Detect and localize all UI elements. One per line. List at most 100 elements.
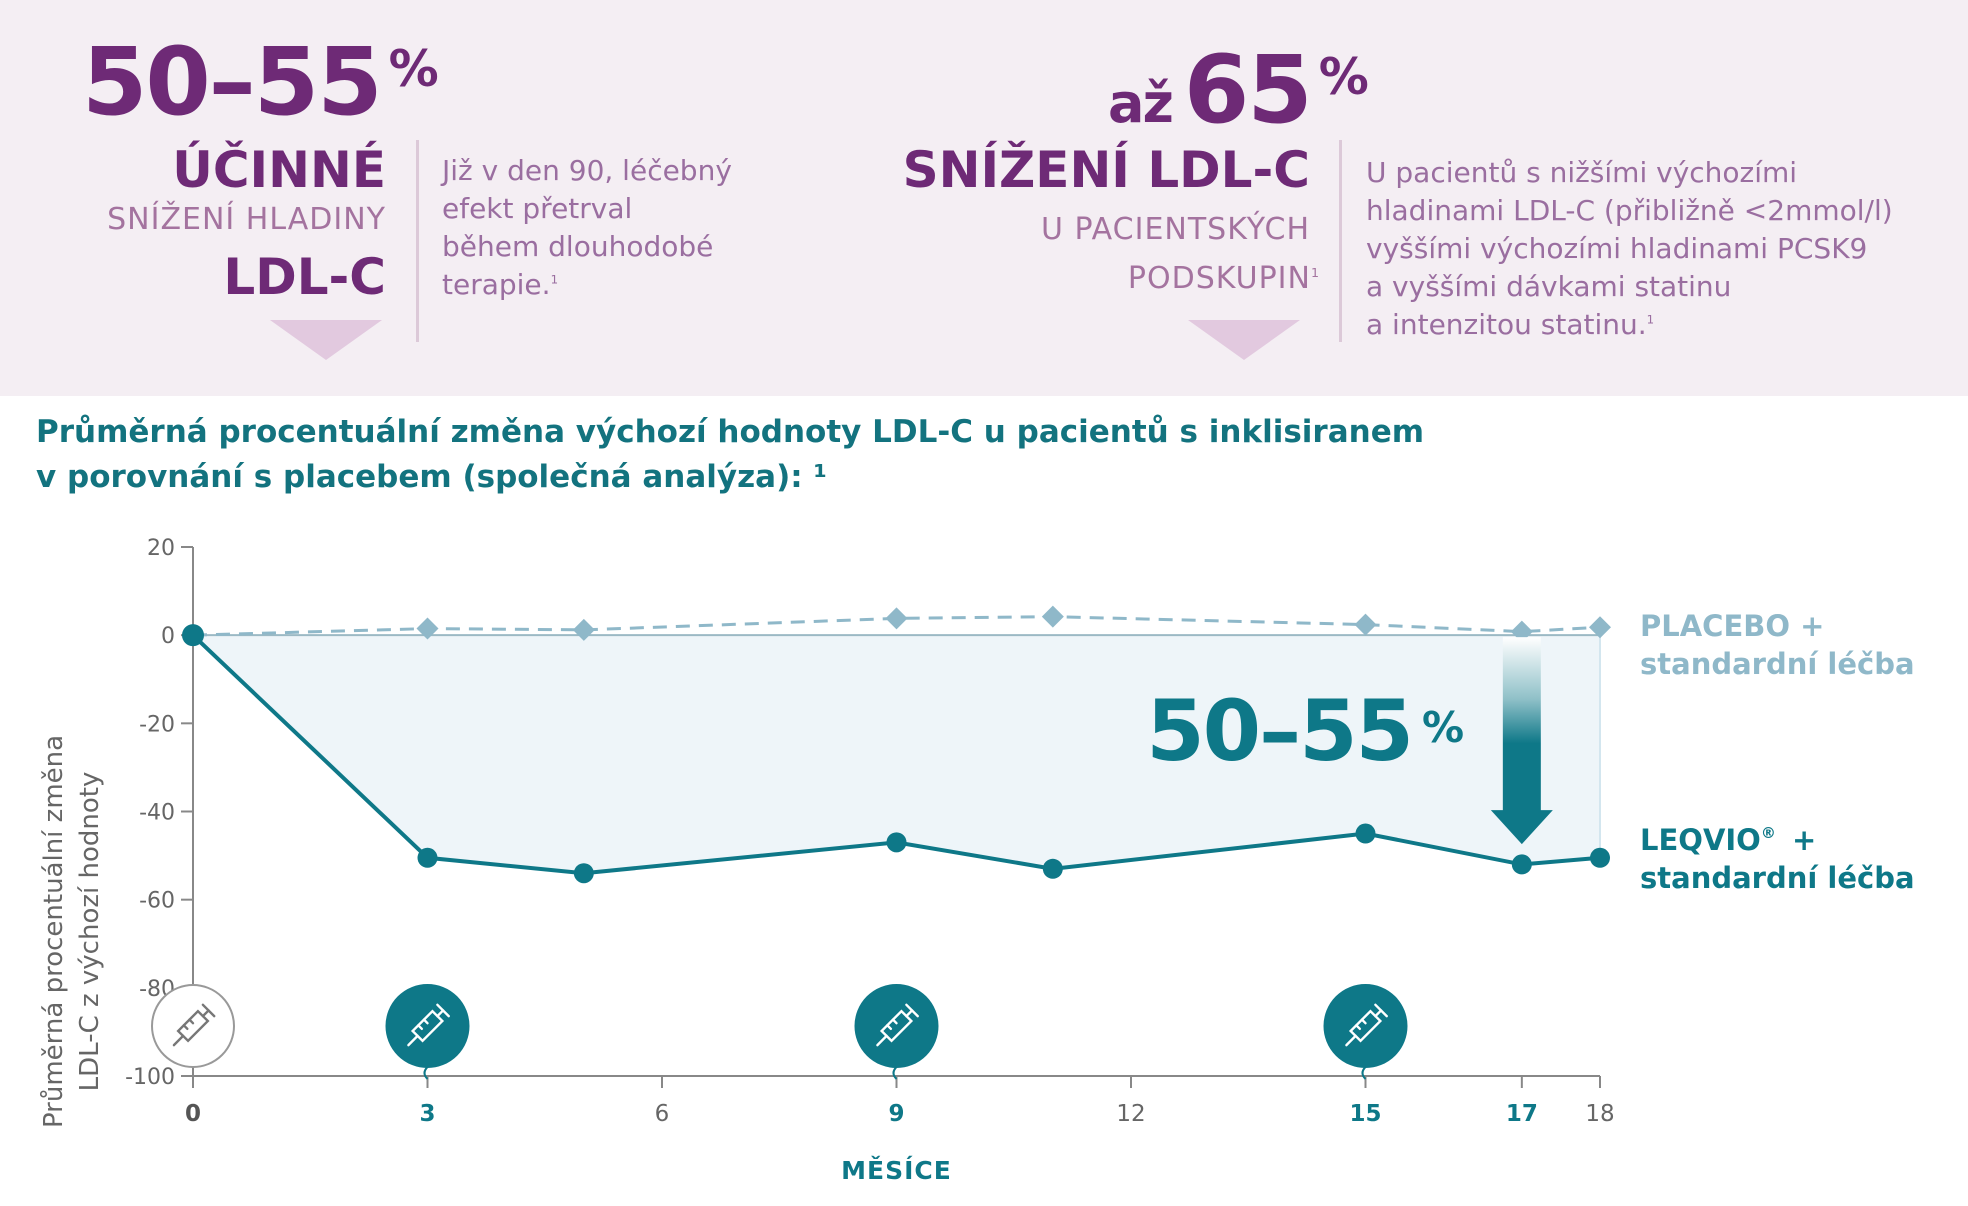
syringe-icon xyxy=(151,984,235,1068)
x-tick-label: 15 xyxy=(1349,1101,1381,1127)
difference-value: 50–55 xyxy=(1146,682,1412,780)
leqvio-point xyxy=(1355,823,1376,844)
difference-area xyxy=(193,635,1600,874)
stat-left-headline: ÚČINNÉ xyxy=(172,141,386,199)
dose-connector xyxy=(423,1066,429,1080)
syringe-badge xyxy=(1323,984,1408,1068)
placebo-point xyxy=(1589,616,1611,639)
chart-title: Průměrná procentuální změna výchozí hodn… xyxy=(36,414,1425,495)
divider-left xyxy=(416,140,419,342)
placebo-point xyxy=(1041,605,1064,628)
stat-right-note: U pacientů s nižšími výchozími hladinami… xyxy=(1366,156,1893,341)
placebo-point xyxy=(416,617,439,640)
x-tick-label: 9 xyxy=(888,1101,904,1127)
syringe-plunger xyxy=(1374,1009,1383,1018)
syringe-plunger xyxy=(201,1009,210,1018)
leqvio-registered: ® xyxy=(1761,824,1776,842)
y-tick-label: -60 xyxy=(139,889,175,914)
syringe-badge xyxy=(854,984,939,1068)
x-axis-label: MĚSÍCE xyxy=(841,1156,952,1185)
syringe-plunger xyxy=(905,1009,914,1018)
y-tick-label: -40 xyxy=(139,801,175,826)
leqvio-label: LEQVIO® + xyxy=(1640,823,1816,857)
syringe-icon xyxy=(385,984,470,1068)
syringe-handle xyxy=(905,1003,919,1018)
dose-connector xyxy=(892,1066,898,1080)
placebo-point xyxy=(885,607,908,630)
stat-left-note: Již v den 90, léčebný efekt přetrval běh… xyxy=(442,154,732,301)
syringe-mark xyxy=(891,1018,898,1025)
placebo-point xyxy=(572,618,595,641)
leqvio-point xyxy=(182,624,204,647)
syringe-mark xyxy=(422,1018,429,1025)
syringe-needle xyxy=(876,1034,888,1047)
syringe-mark xyxy=(1355,1024,1362,1031)
stat-right-number: 65 xyxy=(1183,36,1313,145)
syringe-needle xyxy=(1345,1034,1357,1047)
syringe-plunger xyxy=(436,1009,445,1018)
y-axis-label: Průměrná procentuální změna xyxy=(39,735,69,1128)
difference-arrow-shaft xyxy=(1502,637,1541,815)
syringe-needle xyxy=(407,1034,419,1047)
syringe-shape xyxy=(876,1003,919,1047)
x-tick-label: 0 xyxy=(185,1101,201,1127)
stat-right-headline: SNÍŽENÍ LDL-C xyxy=(902,141,1310,199)
leqvio-line xyxy=(191,633,1601,876)
syringe-mark xyxy=(1360,1018,1367,1025)
y-axis-label: LDL-C z výchozí hodnoty xyxy=(75,772,105,1092)
x-tick-label: 3 xyxy=(419,1101,435,1127)
syringe-mark xyxy=(182,1024,189,1031)
stat-left-value: 50–55% xyxy=(82,36,439,130)
placebo-point xyxy=(1510,620,1533,643)
divider-right xyxy=(1339,140,1342,342)
leqvio-point xyxy=(417,847,438,868)
syringe-shape xyxy=(407,1003,450,1047)
stat-left-pct: % xyxy=(388,40,439,98)
leqvio-point xyxy=(1590,847,1610,868)
syringe-handle xyxy=(1374,1003,1388,1018)
x-tick-label: 17 xyxy=(1506,1101,1538,1127)
syringe-mark xyxy=(188,1018,195,1025)
leqvio-point xyxy=(1042,858,1063,879)
syringe-handle xyxy=(436,1003,450,1018)
y-tick-label: -20 xyxy=(139,712,175,737)
summary-banner: 50–55% ÚČINNÉ SNÍŽENÍ HLADINY LDL-C Již … xyxy=(0,0,1968,396)
leqvio-point xyxy=(886,832,907,853)
stat-left-number: 50–55 xyxy=(82,28,383,137)
x-tick-label: 12 xyxy=(1116,1101,1145,1127)
placebo-point xyxy=(1354,613,1377,636)
leqvio-point xyxy=(573,863,594,884)
leqvio-point xyxy=(1511,854,1532,875)
stat-right-sub-2: PODSKUPIN1 xyxy=(1127,261,1320,296)
syringe-shape xyxy=(1345,1003,1388,1047)
syringe-mark xyxy=(886,1024,893,1031)
stat-right-value: až 65% xyxy=(1108,44,1369,138)
syringe-handle xyxy=(201,1003,216,1018)
placebo-label: PLACEBO + xyxy=(1640,609,1824,643)
syringe-shape xyxy=(172,1003,216,1047)
difference-pct: % xyxy=(1422,703,1464,752)
leqvio-plus: + xyxy=(1782,823,1816,857)
difference-arrow-head xyxy=(1490,810,1553,845)
stat-right-sub-1: U PACIENTSKÝCH xyxy=(1040,212,1310,247)
syringe-icon xyxy=(854,984,939,1068)
stat-right-arrow xyxy=(1188,320,1300,360)
stat-left-headline2: LDL-C xyxy=(223,248,386,306)
stat-right-pct: % xyxy=(1318,48,1369,106)
x-tick-label: 6 xyxy=(655,1101,670,1127)
syringe-mark xyxy=(417,1024,424,1031)
x-tick-label: 18 xyxy=(1585,1101,1614,1127)
stat-right-prefix: až xyxy=(1108,72,1174,135)
placebo-line xyxy=(192,615,1601,637)
dose-connector xyxy=(1361,1066,1367,1080)
syringe-icon xyxy=(1323,984,1408,1068)
y-tick-label: 0 xyxy=(161,624,175,649)
stat-left-arrow xyxy=(270,320,382,360)
y-tick-label: -100 xyxy=(125,1065,175,1090)
stat-left-sub: SNÍŽENÍ HLADINY xyxy=(107,202,386,237)
y-tick-label: 20 xyxy=(147,536,175,561)
placebo-label: standardní léčba xyxy=(1640,647,1915,681)
syringe-badge xyxy=(385,984,470,1068)
syringe-needle xyxy=(172,1034,185,1047)
